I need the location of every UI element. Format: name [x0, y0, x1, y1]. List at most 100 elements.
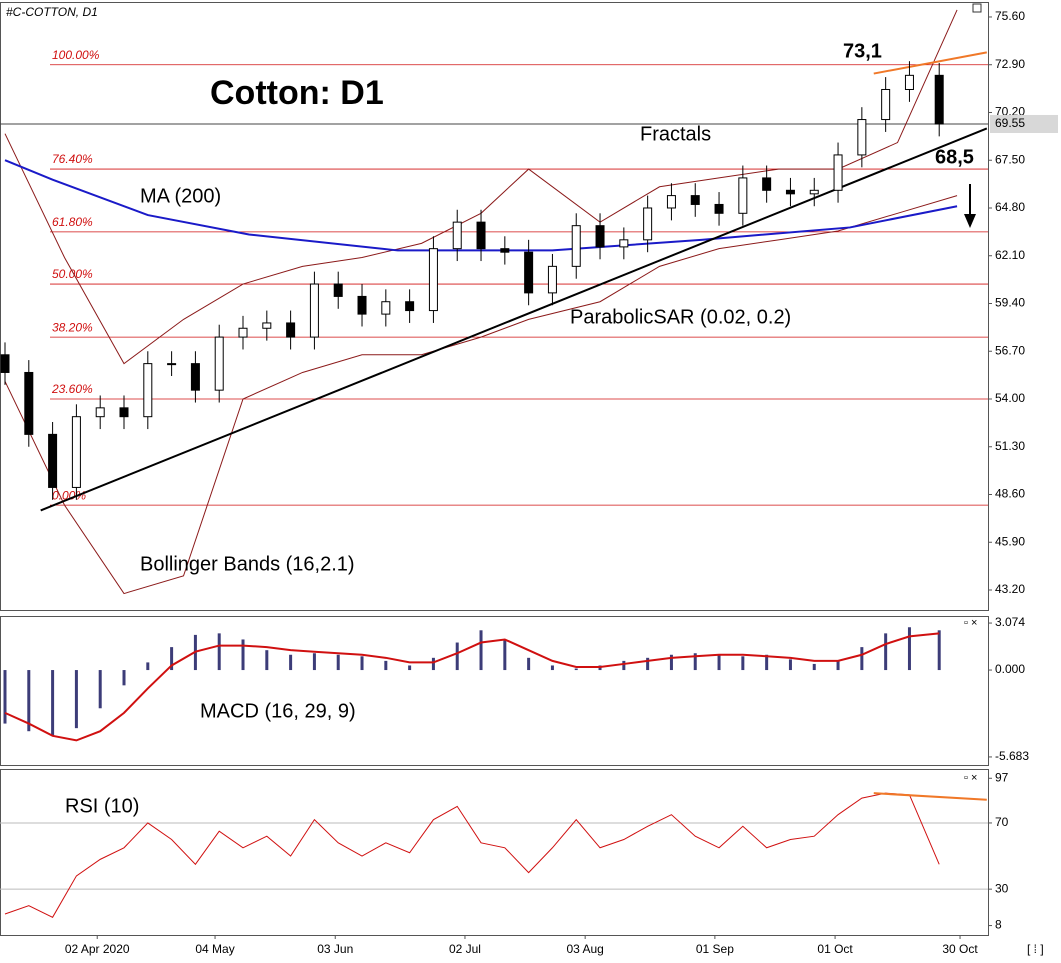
annotation: RSI (10)	[65, 795, 139, 817]
y-tick-label: 62.10	[995, 248, 1025, 262]
macd-bar	[527, 657, 531, 671]
y-tick-label: 97	[995, 770, 1009, 784]
trendline	[40, 127, 988, 512]
macd-bar	[717, 654, 721, 671]
macd-bar	[646, 657, 650, 671]
fib-label: 0.00%	[52, 488, 86, 502]
candle-body	[262, 322, 272, 329]
candle-body	[833, 154, 843, 191]
candle-body	[857, 119, 867, 156]
y-tick-label: 59.40	[995, 296, 1025, 310]
candle-body	[571, 225, 581, 267]
macd-bar	[51, 670, 55, 736]
candle-body	[690, 195, 700, 205]
x-tick-label: 30 Oct	[942, 942, 978, 956]
candle-body	[809, 189, 819, 195]
x-tick-label: 03 Aug	[566, 942, 603, 956]
macd-panel	[0, 616, 989, 766]
macd-bar	[765, 654, 769, 671]
macd-bar	[27, 670, 31, 732]
window-button[interactable]	[972, 3, 982, 13]
annotation: 68,5	[935, 146, 974, 168]
bollinger-lower	[4, 195, 958, 595]
candle-body	[95, 407, 105, 418]
y-tick-label: 8	[995, 918, 1002, 932]
candle-body	[71, 416, 81, 488]
chart-title: Cotton: D1	[210, 74, 384, 112]
candle-body	[547, 265, 557, 294]
ma-line	[4, 159, 958, 252]
macd-bar	[360, 656, 364, 671]
macd-bar	[907, 627, 911, 671]
macd-bar	[503, 639, 507, 671]
annotation: MA (200)	[140, 185, 221, 207]
candle-body	[595, 225, 605, 248]
macd-bar	[884, 633, 888, 671]
macd-bar	[812, 663, 816, 671]
menu-button[interactable]: [ ⁞ ]	[1027, 942, 1044, 956]
window-buttons[interactable]: ▫ ×	[964, 772, 977, 784]
fib-label: 76.40%	[52, 152, 93, 166]
price-panel	[0, 2, 989, 611]
candle-body	[762, 177, 772, 191]
macd-bar	[336, 654, 340, 671]
candle-body	[190, 363, 200, 391]
candle-body	[881, 88, 891, 121]
candle-body	[524, 251, 534, 294]
candle-body	[643, 207, 653, 241]
y-tick-label: 45.90	[995, 534, 1025, 548]
macd-bar	[860, 647, 864, 671]
candle-body	[143, 363, 153, 418]
window-buttons[interactable]: ▫ ×	[964, 617, 977, 629]
candle-body	[309, 283, 319, 338]
candle-body	[476, 221, 486, 250]
y-tick-label: 75.60	[995, 9, 1025, 23]
macd-bar	[98, 670, 102, 709]
y-tick-label: 54.00	[995, 391, 1025, 405]
macd-bar	[265, 650, 269, 671]
macd-bar	[669, 654, 673, 671]
resistance-line	[873, 792, 987, 801]
x-tick-label: 02 Jul	[449, 942, 481, 956]
macd-bar	[289, 654, 293, 671]
y-tick-label: 70	[995, 815, 1009, 829]
candle-body	[405, 301, 415, 312]
macd-bar	[741, 656, 745, 671]
symbol: #C-COTTON, D1	[6, 5, 98, 19]
macd-bar	[479, 630, 483, 671]
macd-bar	[3, 670, 7, 724]
macd-bar	[74, 670, 78, 729]
candle-body	[738, 177, 748, 214]
macd-bar	[122, 670, 126, 686]
candle-body	[500, 248, 510, 253]
rsi-line	[4, 792, 940, 918]
candle-body	[904, 74, 914, 90]
candle-body	[24, 371, 34, 435]
macd-bar	[788, 659, 792, 671]
y-tick-label: 56.70	[995, 343, 1025, 357]
macd-bar	[574, 668, 578, 671]
y-tick-label: 67.50	[995, 152, 1025, 166]
candle-body	[785, 189, 795, 195]
signal-line	[4, 632, 940, 742]
candle-body	[0, 354, 10, 373]
macd-bar	[312, 653, 316, 671]
macd-bar	[170, 647, 174, 671]
candle-body	[357, 295, 367, 315]
macd-bar	[622, 660, 626, 671]
y-tick-label: 51.30	[995, 439, 1025, 453]
y-tick-label: 64.80	[995, 200, 1025, 214]
macd-bar	[455, 642, 459, 671]
candle-body	[666, 195, 676, 209]
x-tick-label: 03 Jun	[317, 942, 353, 956]
y-tick-label: 72.90	[995, 57, 1025, 71]
annotation: Fractals	[640, 123, 711, 145]
fib-label: 61.80%	[52, 215, 93, 229]
x-tick-label: 02 Apr 2020	[65, 942, 130, 956]
candle-body	[119, 407, 129, 418]
candle-body	[238, 327, 248, 338]
y-tick-label: -5.683	[995, 749, 1029, 763]
annotation: ParabolicSAR (0.02, 0.2)	[570, 306, 791, 328]
x-tick-label: 01 Sep	[696, 942, 734, 956]
